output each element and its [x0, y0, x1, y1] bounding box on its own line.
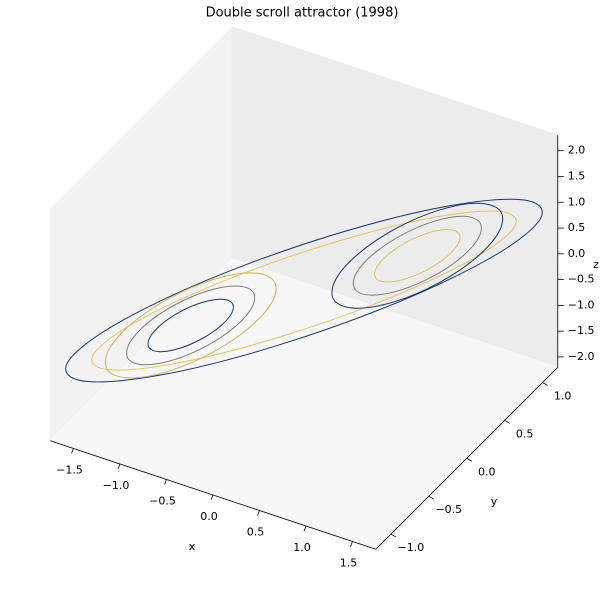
trajectory	[104, 272, 277, 379]
y-tick-label: −1.0	[398, 541, 425, 554]
x-tick	[210, 494, 214, 501]
trajectory	[374, 228, 461, 283]
x-axis-label: x	[189, 540, 196, 553]
z-tick-label: 2.0	[568, 144, 586, 157]
trajectory	[91, 210, 517, 371]
trajectory	[147, 298, 234, 353]
x-tick-label: 1.5	[340, 557, 358, 570]
x-tick	[257, 510, 260, 516]
z-tick-label: 0.0	[568, 247, 586, 260]
x-tick	[71, 448, 74, 454]
y-tick-label: 0.0	[478, 465, 496, 478]
y-tick-label: 0.5	[516, 427, 534, 440]
x-tick-label: 0.5	[247, 526, 265, 539]
trajectory	[331, 202, 504, 309]
x-tick-label: 0.0	[200, 510, 218, 523]
trajectory	[65, 198, 543, 383]
z-tick-label: −2.0	[568, 350, 595, 363]
z-tick-label: 1.5	[568, 169, 586, 182]
y-tick	[466, 457, 472, 462]
z-tick-label: −1.5	[568, 324, 595, 337]
x-tick-label: −0.5	[149, 495, 176, 508]
y-tick	[542, 382, 548, 386]
x-tick-label: −1.0	[103, 479, 130, 492]
x-tick-label: −1.5	[56, 464, 83, 477]
x-tick	[303, 525, 307, 532]
x-tick	[350, 541, 353, 547]
z-tick-label: −0.5	[568, 273, 595, 286]
z-tick-label: 1.0	[568, 195, 586, 208]
x-tick-label: 1.0	[293, 541, 311, 554]
x-tick	[164, 479, 167, 485]
y-axis-label: y	[491, 495, 498, 508]
x-tick	[117, 463, 121, 470]
z-axis-label: z	[593, 258, 599, 271]
trajectory	[352, 215, 482, 296]
z-tick-label: 0.5	[568, 221, 586, 234]
y-tick	[390, 533, 397, 538]
y-tick	[504, 419, 510, 424]
y-tick	[428, 495, 435, 500]
trajectory	[126, 285, 256, 366]
y-tick-label: 1.0	[554, 389, 572, 402]
z-tick-label: −1.0	[568, 298, 595, 311]
y-tick-label: −0.5	[435, 503, 462, 516]
chart-title: Double scroll attractor (1998)	[206, 6, 399, 21]
